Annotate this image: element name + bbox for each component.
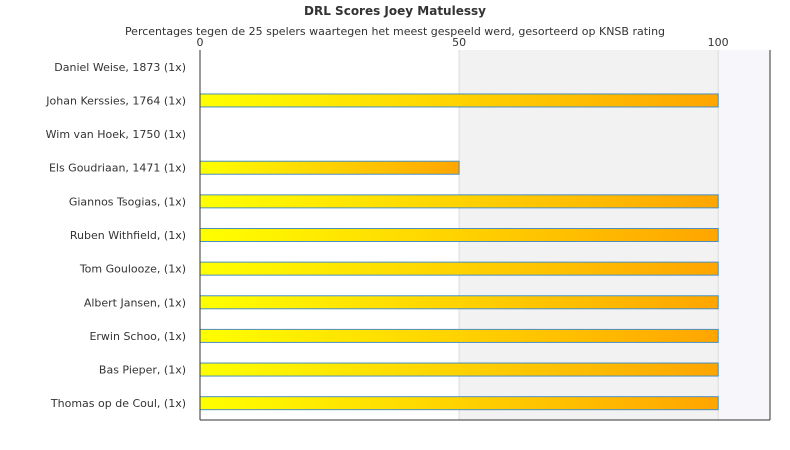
category-labels: Daniel Weise, 1873 (1x) Johan Kerssies, 1… xyxy=(45,61,186,410)
category-label: Ruben Withfield, (1x) xyxy=(70,229,186,242)
category-label: Thomas op de Coul, (1x) xyxy=(50,397,186,410)
bar xyxy=(199,228,719,242)
bar xyxy=(199,160,460,175)
chart-subtitle: Percentages tegen de 25 spelers waartege… xyxy=(124,25,666,38)
x-axis-ticks: 0 50 100 xyxy=(197,36,729,49)
bar xyxy=(199,396,719,411)
band-100-plus xyxy=(718,50,770,420)
x-tick-label-100: 100 xyxy=(708,36,729,49)
bar xyxy=(199,261,719,276)
category-label: Giannos Tsogias, (1x) xyxy=(69,195,186,208)
chart-title: DRL Scores Joey Matulessy xyxy=(304,4,486,18)
bar xyxy=(199,93,719,108)
category-label: Daniel Weise, 1873 (1x) xyxy=(54,61,186,74)
x-tick-label-0: 0 xyxy=(197,36,204,49)
category-label: Bas Pieper, (1x) xyxy=(99,364,186,377)
bar xyxy=(199,295,719,310)
category-label: Albert Jansen, (1x) xyxy=(84,296,186,309)
category-label: Wim van Hoek, 1750 (1x) xyxy=(46,128,186,141)
plot-frame xyxy=(199,50,771,421)
x-tick-label-50: 50 xyxy=(452,36,466,49)
category-label: Tom Goulooze, (1x) xyxy=(79,263,186,276)
bar xyxy=(199,362,719,377)
category-label: Els Goudriaan, 1471 (1x) xyxy=(49,162,186,175)
category-label: Erwin Schoo, (1x) xyxy=(89,330,186,343)
bar xyxy=(199,328,719,343)
category-label: Johan Kerssies, 1764 (1x) xyxy=(45,94,186,107)
bar xyxy=(199,194,719,209)
bars xyxy=(199,93,719,411)
